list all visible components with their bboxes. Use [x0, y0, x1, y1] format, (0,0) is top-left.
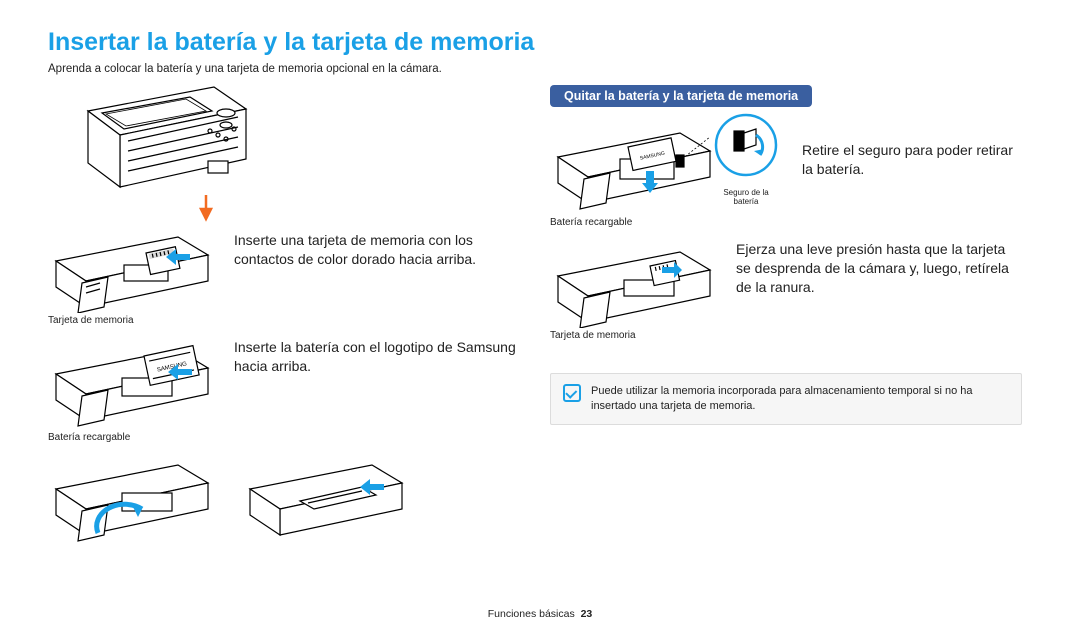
camera-overview-figure	[58, 79, 520, 227]
insert-battery-text: Inserte la batería con el logotipo de Sa…	[234, 334, 520, 376]
note-text: Puede utilizar la memoria incorporada pa…	[591, 384, 1009, 414]
remove-battery-row: SAMSUNG Batería recargable	[550, 115, 1022, 228]
insert-sd-text: Inserte una tarjeta de memoria con los c…	[234, 227, 520, 269]
remove-sd-row: Tarjeta de memoria Ejerza una leve presi…	[550, 236, 1022, 341]
right-column: Quitar la batería y la tarjeta de memori…	[550, 79, 1022, 543]
insert-battery-caption: Batería recargable	[48, 432, 216, 443]
note-check-icon	[563, 384, 581, 402]
content-columns: Tarjeta de memoria Inserte una tarjeta d…	[48, 79, 1032, 543]
remove-battery-caption: Batería recargable	[550, 217, 718, 228]
page-title: Insertar la batería y la tarjeta de memo…	[48, 28, 1032, 57]
close-figure-1	[48, 451, 216, 543]
close-figures-row	[48, 451, 520, 543]
note-box: Puede utilizar la memoria incorporada pa…	[550, 373, 1022, 425]
page-footer: Funciones básicas 23	[0, 608, 1080, 620]
remove-battery-figure: SAMSUNG Batería recargable	[550, 115, 718, 228]
lock-label: Seguro de la batería	[708, 189, 784, 207]
lock-label-line1: Seguro de la	[723, 188, 768, 197]
lock-label-line2: batería	[734, 197, 759, 206]
remove-battery-text: Retire el seguro para poder retirar la b…	[802, 115, 1022, 179]
left-column: Tarjeta de memoria Inserte una tarjeta d…	[48, 79, 520, 543]
remove-sd-caption: Tarjeta de memoria	[550, 330, 718, 341]
remove-heading: Quitar la batería y la tarjeta de memori…	[550, 85, 812, 107]
insert-sd-figure: Tarjeta de memoria	[48, 227, 216, 326]
battery-lock-callout: Seguro de la batería	[708, 111, 784, 207]
close-figure-2	[242, 451, 410, 543]
footer-page-number: 23	[581, 608, 593, 620]
insert-battery-row: SAMSUNG Batería recargable Inserte la ba…	[48, 334, 520, 443]
insert-sd-row: Tarjeta de memoria Inserte una tarjeta d…	[48, 227, 520, 326]
intro-text: Aprenda a colocar la batería y una tarje…	[48, 63, 1032, 75]
remove-sd-figure: Tarjeta de memoria	[550, 236, 718, 341]
remove-sd-text: Ejerza una leve presión hasta que la tar…	[736, 236, 1022, 297]
insert-sd-caption: Tarjeta de memoria	[48, 315, 216, 326]
footer-section: Funciones básicas	[488, 608, 575, 620]
insert-battery-figure: SAMSUNG Batería recargable	[48, 334, 216, 443]
